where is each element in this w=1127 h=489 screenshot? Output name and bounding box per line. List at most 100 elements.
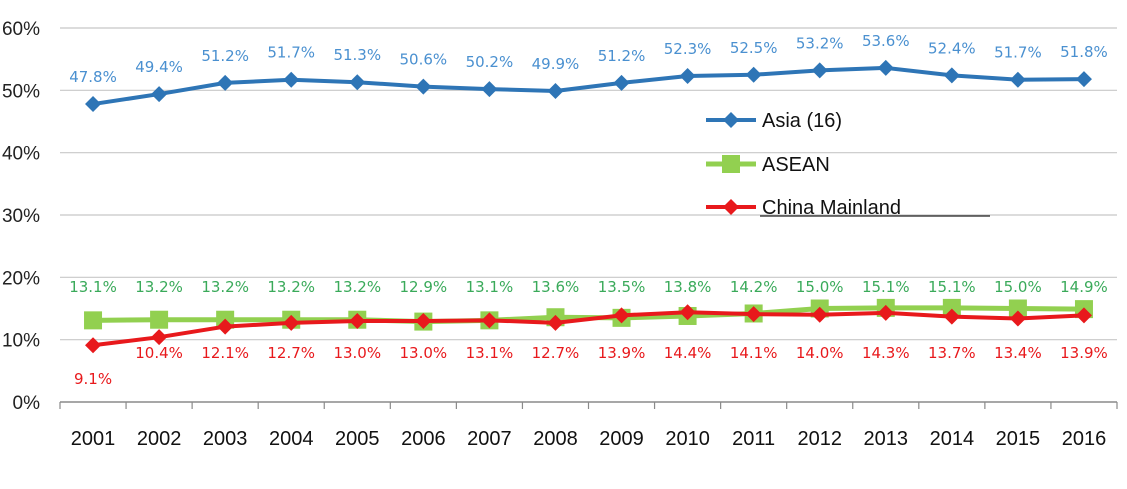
data-label: 13.2% bbox=[135, 278, 183, 296]
data-point bbox=[613, 74, 630, 91]
data-point bbox=[1075, 71, 1092, 88]
data-point bbox=[942, 298, 961, 317]
data-point bbox=[811, 306, 828, 323]
data-label: 51.7% bbox=[267, 44, 315, 62]
data-label: 51.7% bbox=[994, 44, 1042, 62]
data-point bbox=[84, 311, 103, 330]
data-point bbox=[877, 304, 894, 321]
data-label: 53.2% bbox=[796, 34, 844, 52]
data-label: 13.1% bbox=[466, 344, 514, 362]
data-point bbox=[943, 308, 960, 325]
x-tick-label: 2013 bbox=[864, 428, 909, 450]
data-point bbox=[283, 71, 300, 88]
x-tick-label: 2012 bbox=[797, 428, 842, 450]
data-label: 14.2% bbox=[730, 278, 778, 296]
data-point bbox=[349, 74, 366, 91]
data-label: 50.6% bbox=[400, 51, 448, 69]
y-tick-label: 10% bbox=[2, 331, 40, 352]
x-tick-label: 2009 bbox=[599, 428, 644, 450]
data-label: 13.0% bbox=[333, 344, 381, 362]
data-point bbox=[85, 337, 102, 354]
data-label: 12.7% bbox=[267, 344, 315, 362]
data-label: 13.0% bbox=[400, 344, 448, 362]
data-label: 13.8% bbox=[664, 278, 712, 296]
data-label: 9.1% bbox=[74, 370, 112, 388]
legend-marker bbox=[723, 199, 739, 215]
data-label: 13.4% bbox=[994, 344, 1042, 362]
data-label: 15.1% bbox=[928, 278, 976, 296]
data-point bbox=[283, 314, 300, 331]
legend-label: ASEAN bbox=[762, 154, 830, 176]
legend-label: Asia (16) bbox=[762, 110, 842, 132]
data-label: 14.3% bbox=[862, 344, 910, 362]
data-label: 13.2% bbox=[267, 278, 315, 296]
data-point bbox=[1009, 71, 1026, 88]
data-label: 14.0% bbox=[796, 344, 844, 362]
data-label: 13.9% bbox=[598, 344, 646, 362]
x-tick-label: 2003 bbox=[203, 428, 248, 450]
y-tick-label: 60% bbox=[2, 19, 40, 40]
data-point bbox=[679, 304, 696, 321]
x-tick-label: 2014 bbox=[930, 428, 975, 450]
x-tick-label: 2004 bbox=[269, 428, 314, 450]
data-point bbox=[151, 86, 168, 103]
x-tick-label: 2011 bbox=[732, 428, 775, 450]
legend-marker bbox=[723, 112, 739, 128]
y-tick-label: 20% bbox=[2, 268, 40, 289]
data-point bbox=[547, 82, 564, 99]
data-labels: 47.8% 49.4% 51.2% 51.7% 51.3% 50.6% 50.2% 49.9%… bbox=[69, 32, 1108, 388]
data-point bbox=[150, 310, 169, 329]
data-label: 13.1% bbox=[69, 278, 117, 296]
data-label: 13.9% bbox=[1060, 344, 1108, 362]
data-label: 15.0% bbox=[994, 278, 1042, 296]
y-tick-label: 40% bbox=[2, 144, 40, 165]
x-tick-label: 2001 bbox=[71, 428, 116, 450]
axes: 0% 10% 20% 30% 40% 50% 60% 2001 2002 2003 2004 2005… bbox=[2, 19, 1118, 450]
y-tick-label: 0% bbox=[13, 393, 41, 414]
data-label: 13.7% bbox=[928, 344, 976, 362]
data-label: 50.2% bbox=[466, 53, 514, 71]
x-tick-label: 2010 bbox=[665, 428, 710, 450]
data-point bbox=[613, 307, 630, 324]
series-line-2 bbox=[92, 310, 1085, 348]
data-label: 12.1% bbox=[201, 344, 249, 362]
data-point bbox=[415, 312, 432, 329]
data-point bbox=[217, 74, 234, 91]
data-point bbox=[1075, 307, 1092, 324]
data-label: 15.1% bbox=[862, 278, 910, 296]
data-label: 52.3% bbox=[664, 40, 712, 58]
data-label: 53.6% bbox=[862, 32, 910, 50]
data-point bbox=[745, 306, 762, 323]
data-point bbox=[745, 66, 762, 83]
data-point bbox=[1009, 310, 1026, 327]
data-label: 52.4% bbox=[928, 39, 976, 57]
y-tick-label: 30% bbox=[2, 206, 40, 227]
x-tick-label: 2006 bbox=[401, 428, 446, 450]
data-label: 14.1% bbox=[730, 344, 778, 362]
legend: Asia (16) ASEAN China Mainland bbox=[706, 110, 990, 219]
series-line-0 bbox=[92, 65, 1084, 107]
data-label: 51.2% bbox=[598, 47, 646, 65]
data-label: 49.9% bbox=[532, 55, 580, 73]
data-label: 51.8% bbox=[1060, 43, 1108, 61]
data-label: 13.2% bbox=[201, 278, 249, 296]
data-label: 15.0% bbox=[796, 278, 844, 296]
data-point bbox=[85, 96, 102, 113]
x-tick-label: 2002 bbox=[137, 428, 182, 450]
data-point bbox=[481, 312, 498, 329]
data-point bbox=[811, 62, 828, 79]
data-point bbox=[217, 318, 234, 335]
data-point bbox=[943, 67, 960, 84]
data-label: 47.8% bbox=[69, 68, 117, 86]
data-point bbox=[481, 81, 498, 98]
x-tick-label: 2005 bbox=[335, 428, 380, 450]
x-tick-label: 2007 bbox=[467, 428, 512, 450]
data-label: 13.5% bbox=[598, 278, 646, 296]
data-point bbox=[1008, 299, 1027, 318]
data-label: 49.4% bbox=[135, 58, 183, 76]
data-point bbox=[547, 314, 564, 331]
data-label: 13.6% bbox=[532, 278, 580, 296]
data-point bbox=[679, 67, 696, 84]
